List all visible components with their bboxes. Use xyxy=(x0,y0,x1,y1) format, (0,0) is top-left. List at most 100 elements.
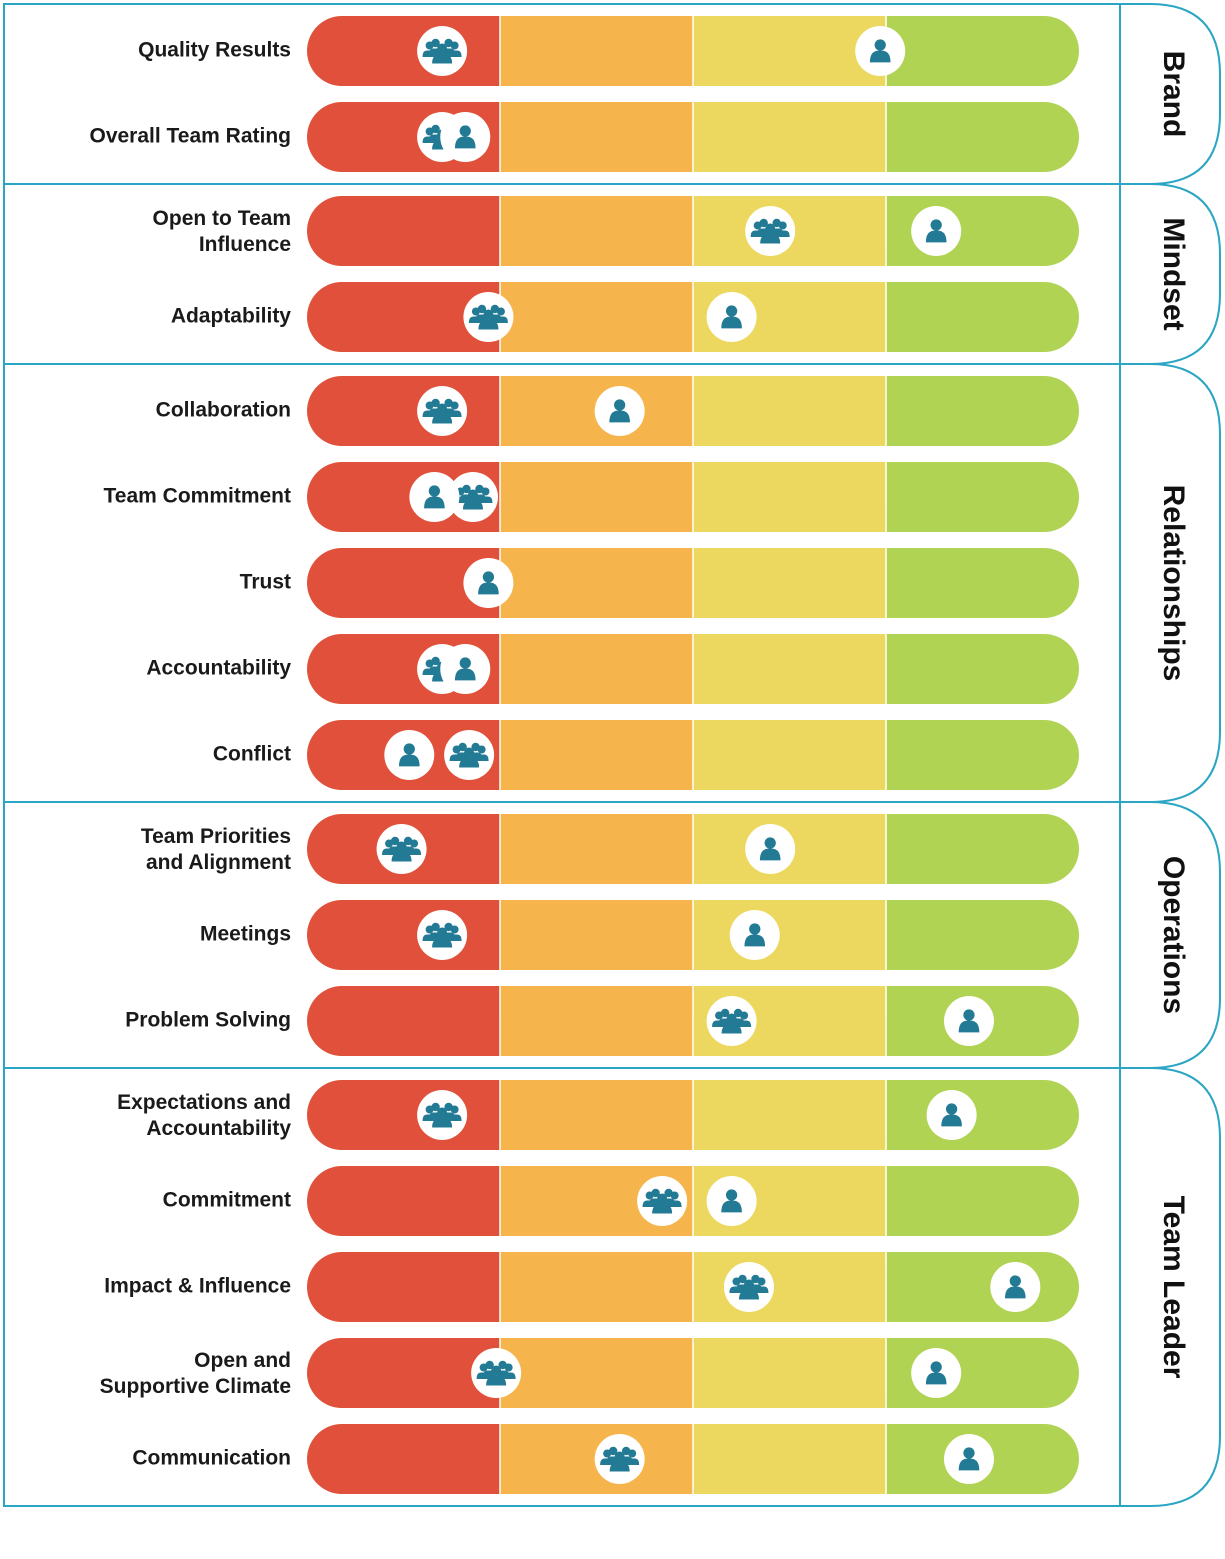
band-segment xyxy=(500,814,693,884)
band-segment xyxy=(886,376,1079,446)
row-label: Collaboration xyxy=(156,399,291,422)
individual-marker xyxy=(729,910,780,960)
band-segment xyxy=(886,720,1079,790)
band-segment xyxy=(307,1338,500,1408)
team-marker xyxy=(723,1262,774,1312)
team-marker xyxy=(417,26,468,76)
row-label: Overall Team Rating xyxy=(89,125,291,148)
band-segment xyxy=(886,102,1079,172)
section-label: Brand xyxy=(1157,51,1190,138)
band-segment xyxy=(886,814,1079,884)
team-marker xyxy=(463,292,514,342)
band-segment xyxy=(500,1252,693,1322)
chart-row: Adaptability xyxy=(171,282,1079,352)
section-tab xyxy=(1120,363,1221,803)
chart-row: Quality Results xyxy=(138,16,1079,86)
band-segment xyxy=(307,900,500,970)
section-label: Operations xyxy=(1157,856,1190,1014)
section-label: Mindset xyxy=(1157,217,1190,330)
individual-marker xyxy=(440,644,491,694)
chart-row: Conflict xyxy=(213,720,1079,790)
section-tab xyxy=(1120,801,1221,1069)
team-marker xyxy=(444,730,495,780)
section-tab xyxy=(1120,183,1221,365)
band-segment xyxy=(307,986,500,1056)
band-segment xyxy=(500,196,693,266)
row-label: Meetings xyxy=(200,923,291,946)
individual-marker xyxy=(440,112,491,162)
row-label: Communication xyxy=(132,1447,291,1470)
chart-row: Problem Solving xyxy=(125,986,1079,1056)
row-label: Expectations and Accountability xyxy=(117,1091,291,1140)
row-label: Open and Supportive Climate xyxy=(100,1349,291,1398)
band-segment xyxy=(693,1080,886,1150)
band-segment xyxy=(500,462,693,532)
team-marker xyxy=(417,910,468,960)
section-label: Team Leader xyxy=(1157,1196,1190,1379)
individual-marker xyxy=(911,1348,962,1398)
row-label: Accountability xyxy=(146,657,291,680)
individual-marker xyxy=(409,472,460,522)
row-label: Commitment xyxy=(163,1189,291,1212)
row-label: Trust xyxy=(240,571,291,594)
individual-marker xyxy=(594,386,645,436)
band-segment xyxy=(693,462,886,532)
band-segment xyxy=(307,1252,500,1322)
chart-row: Team Commitment xyxy=(104,462,1079,532)
band-segment xyxy=(693,548,886,618)
band-segment xyxy=(886,462,1079,532)
band-segment xyxy=(500,548,693,618)
chart-row: Overall Team Rating xyxy=(89,102,1079,172)
band-segment xyxy=(693,900,886,970)
section-tab xyxy=(1120,3,1221,185)
chart-row: Impact & Influence xyxy=(104,1252,1079,1322)
band-segment xyxy=(886,1252,1079,1322)
band-segment xyxy=(500,102,693,172)
band-segment xyxy=(307,16,500,86)
band-segment xyxy=(693,1252,886,1322)
chart-row: Open and Supportive Climate xyxy=(100,1338,1079,1408)
band-segment xyxy=(693,16,886,86)
row-label: Adaptability xyxy=(171,305,291,328)
chart-row: Expectations and Accountability xyxy=(117,1080,1079,1150)
band-segment xyxy=(307,196,500,266)
individual-marker xyxy=(990,1262,1041,1312)
team-marker xyxy=(637,1176,688,1226)
band-segment xyxy=(500,16,693,86)
individual-marker xyxy=(706,1176,757,1226)
chart-row: Accountability xyxy=(146,634,1079,704)
individual-marker xyxy=(943,996,994,1046)
individual-marker xyxy=(384,730,435,780)
row-label: Open to Team Influence xyxy=(153,207,291,256)
band-segment xyxy=(500,986,693,1056)
row-label: Problem Solving xyxy=(125,1009,291,1032)
row-label: Quality Results xyxy=(138,39,291,62)
band-segment xyxy=(693,102,886,172)
band-segment xyxy=(307,1080,500,1150)
team-marker xyxy=(447,472,498,522)
chart-row: Trust xyxy=(240,548,1079,618)
team-marker xyxy=(417,1090,468,1140)
band-segment xyxy=(500,634,693,704)
section-label: Relationships xyxy=(1157,485,1190,682)
row-label: Conflict xyxy=(213,743,291,766)
chart-row: Commitment xyxy=(163,1166,1079,1236)
band-segment xyxy=(886,900,1079,970)
band-segment xyxy=(693,720,886,790)
band-segment xyxy=(886,16,1079,86)
team-marker xyxy=(471,1348,522,1398)
chart-row: Meetings xyxy=(200,900,1079,970)
team-marker xyxy=(417,386,468,436)
band-segment xyxy=(693,376,886,446)
band-segment xyxy=(886,282,1079,352)
band-segment xyxy=(500,900,693,970)
band-segment xyxy=(886,1080,1079,1150)
band-segment xyxy=(886,548,1079,618)
band-segment xyxy=(886,634,1079,704)
chart-row: Collaboration xyxy=(156,376,1079,446)
band-segment xyxy=(693,1424,886,1494)
band-segment xyxy=(693,634,886,704)
individual-marker xyxy=(911,206,962,256)
band-segment xyxy=(500,282,693,352)
